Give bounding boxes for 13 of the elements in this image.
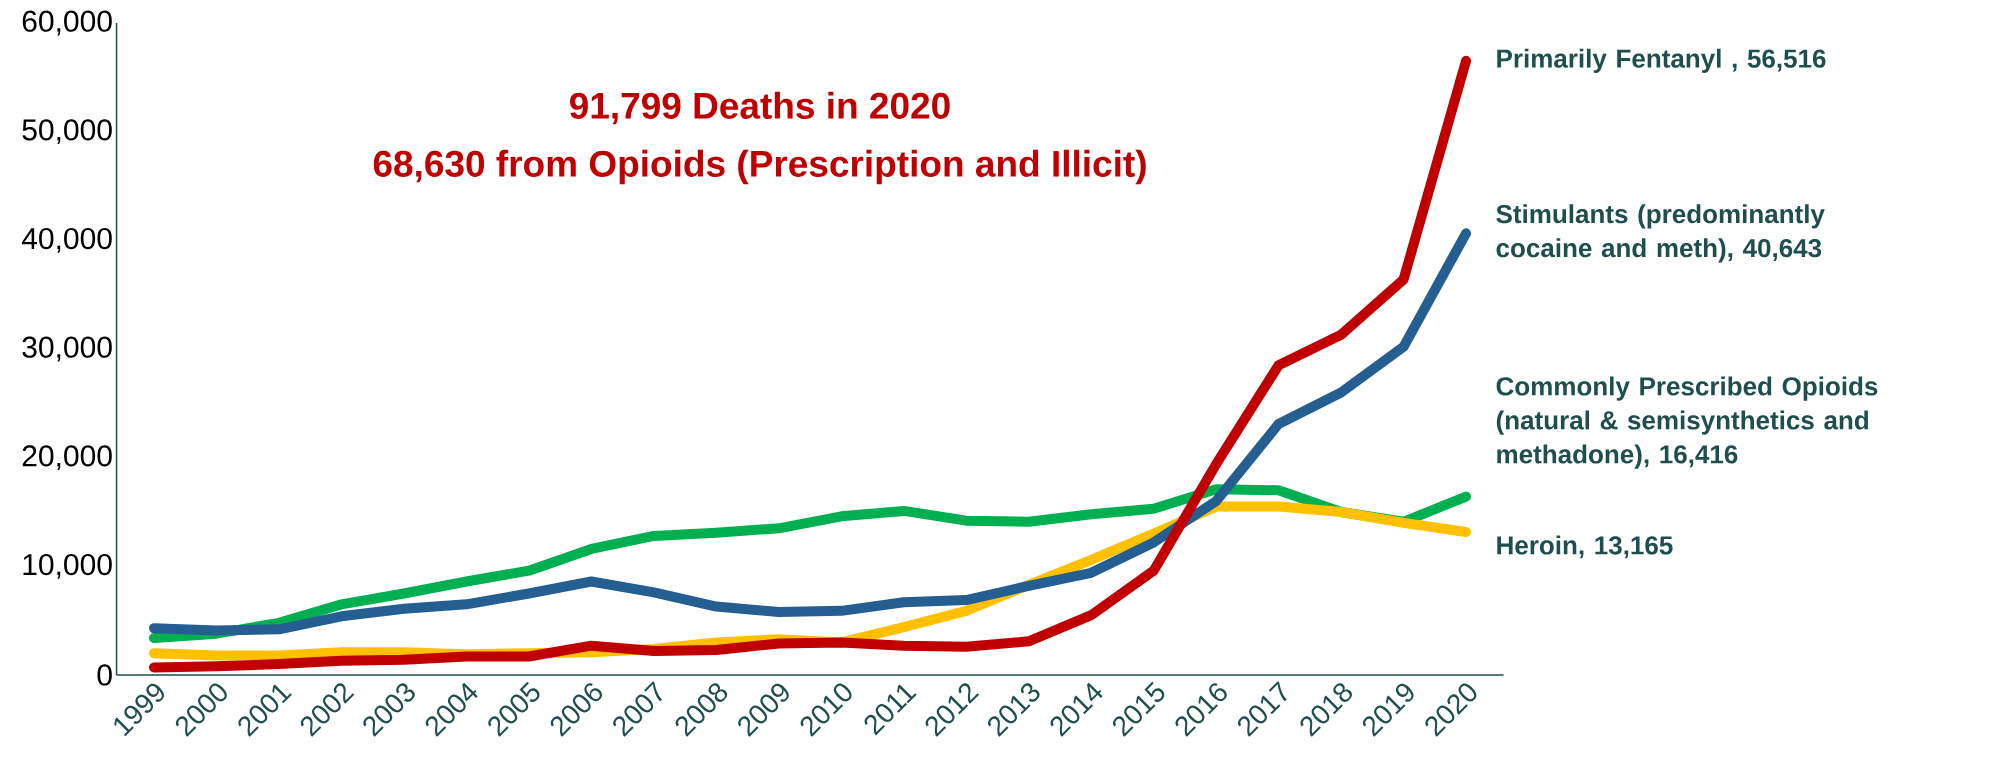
- y-tick-label: 60,000: [22, 10, 112, 36]
- text: 91,799 Deaths in 2020: [570, 91, 950, 125]
- y-tick-label: 10,000: [23, 553, 112, 579]
- series-label: Primarily Fentanyl , 56,516: [1497, 48, 1826, 73]
- series-label: Stimulants (predominantly cocaine and meth), 40,643: [1496, 204, 1825, 263]
- text: 68,630 from Opioids (Prescription and Illicit): [373, 149, 1146, 185]
- y-tick-label: 40,000: [21, 227, 112, 253]
- series-label: Commonly Prescribed Opioids (natural & semisynthetics and methadone), 16,416: [1496, 376, 1878, 469]
- y-tick-label: 0: [97, 664, 112, 686]
- y-tick-label: 20,000: [22, 445, 112, 471]
- y-tick-label: 50,000: [22, 119, 112, 145]
- series-label: Heroin, 13,165: [1497, 535, 1673, 559]
- y-tick-label: 30,000: [22, 336, 112, 362]
